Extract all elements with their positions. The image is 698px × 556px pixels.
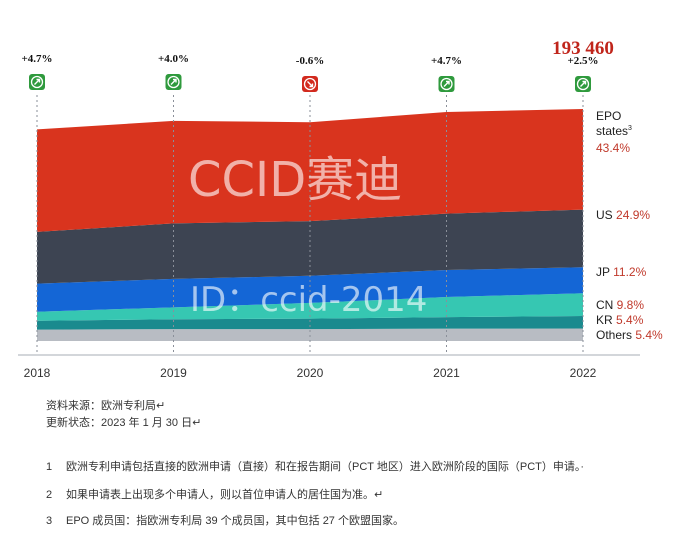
year-gridlines [36, 95, 584, 355]
series-label-cn: CN 9.8% [596, 298, 644, 312]
arrow-up-icon [29, 74, 45, 90]
x-tick-2020: 2020 [297, 366, 324, 380]
x-tick-2022: 2022 [570, 366, 597, 380]
arrow-up-icon [575, 76, 591, 92]
footnote-number: 3 [46, 515, 53, 527]
total-value-label: 193 460 [552, 38, 614, 59]
footnote-number: 1 [46, 461, 53, 473]
series-label-kr: KR 5.4% [596, 313, 644, 327]
footnote-2: 2 如果申请表上出现多个申请人，则以首位申请人的居住国为准。↵ [46, 486, 383, 502]
footnote-number: 2 [46, 489, 53, 501]
footnote-text: 欧洲专利申请包括直接的欧洲申请（直接）和在报告期间（PCT 地区）进入欧洲阶段的… [66, 461, 585, 473]
series-share: 43.4% [596, 141, 630, 155]
series-label-jp: JP 11.2% [596, 265, 647, 279]
growth-indicators: +4.7% +4.0% -0.6% +4.7% +2.5% [21, 53, 599, 92]
update-line: 更新状态：2023 年 1 月 30 日↵ [46, 417, 202, 429]
source-line: 资料来源：欧洲专利局↵ [46, 400, 166, 412]
x-axis-tick-labels: 2018 2019 2020 2021 2022 [24, 366, 597, 380]
arrow-up-icon [438, 76, 455, 92]
series-name: EPO [596, 109, 621, 123]
growth-label: +2.5% [567, 55, 598, 67]
growth-label: -0.6% [296, 55, 324, 67]
notes-block: 资料来源：欧洲专利局↵ 更新状态：2023 年 1 月 30 日↵ 1 欧洲专利申… [46, 398, 686, 527]
arrow-down-icon [302, 76, 318, 92]
growth-label: +4.7% [431, 55, 462, 67]
series-labels: Others 5.4%KR 5.4%CN 9.8% JP 11.2% US 24.9… [596, 109, 663, 342]
footnote-3: 3 EPO 成员国：指欧洲专利局 39 个成员国，其中包括 27 个欧盟国家。 [46, 512, 404, 528]
arrow-up-icon [165, 74, 182, 90]
footnote-1: 1 欧洲专利申请包括直接的欧洲申请（直接）和在报告期间（PCT 地区）进入欧洲阶段… [46, 458, 584, 474]
stacked-area-chart: 2018 2019 2020 2021 2022 +4.7% +4.0% -0.6% +4.7… [18, 38, 663, 380]
growth-label: +4.7% [21, 53, 52, 65]
x-tick-2018: 2018 [24, 366, 51, 380]
footnote-text: EPO 成员国：指欧洲专利局 39 个成员国，其中包括 27 个欧盟国家。 [66, 515, 404, 527]
series-label-others: Others 5.4% [596, 328, 663, 342]
x-tick-2019: 2019 [160, 366, 187, 380]
series-label-us: US 24.9% [596, 208, 650, 222]
growth-label: +4.0% [158, 53, 189, 65]
footnote-text: 如果申请表上出现多个申请人，则以首位申请人的居住国为准。↵ [66, 489, 384, 501]
x-tick-2021: 2021 [433, 366, 460, 380]
series-name: states3 [596, 124, 632, 138]
